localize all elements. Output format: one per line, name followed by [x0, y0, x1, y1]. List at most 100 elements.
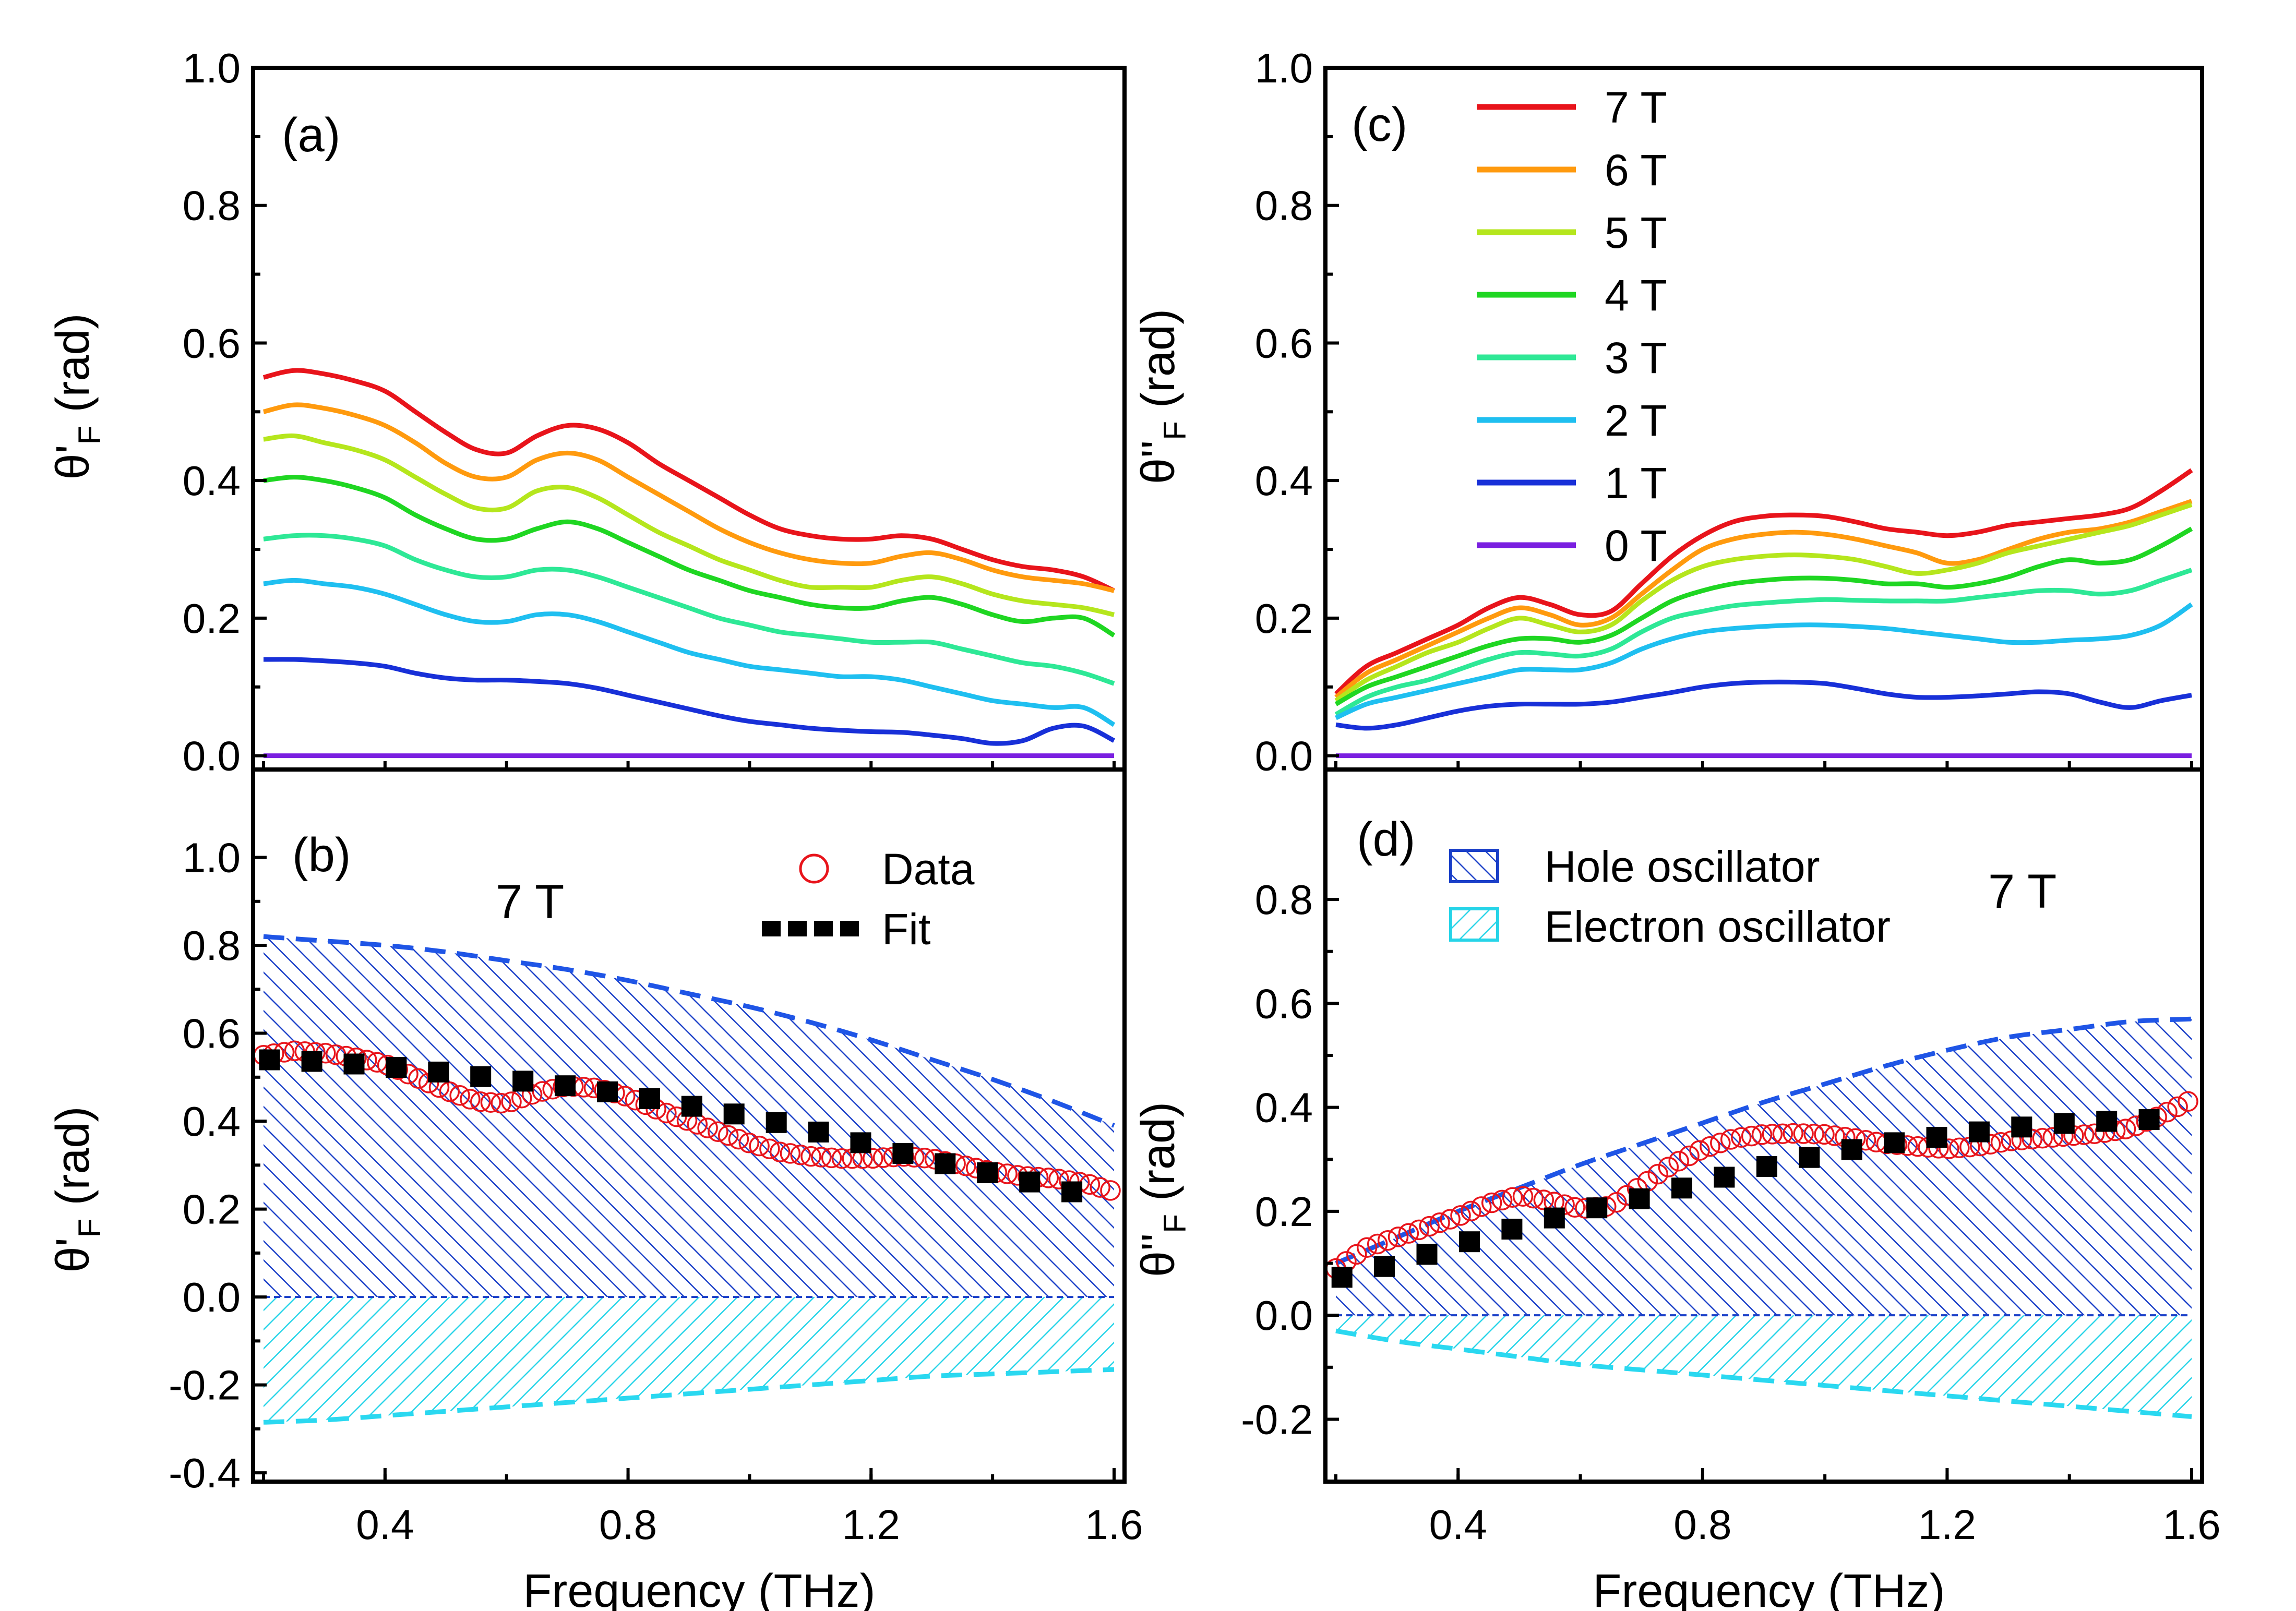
data-point [1523, 1187, 1544, 1209]
data-point [1720, 1129, 1741, 1150]
ytick-label: 0.2 [1255, 595, 1313, 642]
data-point [769, 1141, 791, 1162]
data-point [1346, 1244, 1367, 1265]
fit-point [301, 1051, 322, 1072]
data-point [738, 1133, 760, 1153]
fit-point [1799, 1147, 1820, 1168]
fit-point [512, 1071, 534, 1092]
fit-point [1544, 1207, 1565, 1229]
fit-point [639, 1088, 660, 1109]
data-point [470, 1091, 491, 1112]
data-point [1440, 1209, 1461, 1230]
legend-hole-swatch [1449, 849, 1499, 883]
data-point [2178, 1091, 2198, 1112]
legend-label: 0 T [1605, 521, 1667, 570]
legend-label: 6 T [1605, 146, 1667, 195]
series-line-4t [1334, 526, 2193, 706]
xtick-label: 1.6 [2162, 1501, 2220, 1548]
fit-point [597, 1081, 618, 1102]
ytick-label: 0.6 [183, 320, 241, 366]
fit-point [470, 1066, 492, 1087]
fit-point [1629, 1188, 1650, 1209]
panel-d-yticks: -0.2 0.0 0.2 0.4 0.6 0.8 [1241, 876, 1339, 1442]
data-point [1398, 1223, 1419, 1244]
legend-electron-label: Electron oscillator [1545, 902, 1891, 951]
series-line-3t [263, 533, 1115, 686]
panel-c-frame [1323, 66, 2204, 772]
ytick-label: 0.6 [183, 1011, 241, 1057]
panel-b-plot [251, 767, 1127, 1484]
fit-point [935, 1153, 956, 1174]
ytick-label: 1.0 [183, 835, 241, 881]
data-point [439, 1081, 460, 1102]
data-point [1751, 1124, 1773, 1145]
data-point [697, 1117, 718, 1138]
data-point [1100, 1180, 1121, 1201]
ytick-label: 0.0 [1255, 1292, 1313, 1339]
hole-oscillator-edge [263, 934, 1115, 1128]
data-point [1730, 1127, 1752, 1148]
data-point [1824, 1125, 1845, 1146]
ytick-label: 0.4 [183, 1098, 241, 1145]
panel-c-ylabel: θ''F (rad) [1132, 309, 1192, 484]
data-point [449, 1085, 470, 1106]
panel-b-yticks: -0.4 -0.2 0.0 0.2 0.4 0.6 0.8 1.0 [169, 835, 267, 1496]
xtick-label: 0.4 [1429, 1501, 1487, 1548]
panel-b: (b) 7 T Data Fit -0.4 -0.2 0.0 0.2 0.4 0.6 0.8… [47, 767, 1143, 1611]
data-point [914, 1147, 935, 1169]
panel-d: (d) 7 T Hole oscillator Electron oscilla… [1132, 767, 2221, 1611]
data-point [1647, 1163, 1669, 1185]
ytick-label: 0.6 [1255, 980, 1313, 1027]
panel-b-annotation: 7 T [496, 875, 564, 929]
data-point [728, 1128, 749, 1150]
panel-a-plot [251, 66, 1127, 772]
panel-a-ylabel: θ'F (rad) [47, 314, 107, 480]
panel-d-xticks: 0.4 0.8 1.2 1.6 [1334, 1468, 2221, 1548]
data-point [1377, 1230, 1398, 1251]
fit-point [766, 1112, 787, 1133]
legend-data-marker [799, 853, 829, 884]
electron-oscillator-area [264, 1297, 1114, 1423]
data-point [1429, 1212, 1450, 1233]
ytick-label: 0.4 [1255, 1085, 1313, 1131]
electron-oscillator-edge [1335, 1328, 2192, 1419]
data-point [1679, 1145, 1700, 1167]
data-point [1658, 1157, 1679, 1177]
data-point [759, 1138, 780, 1160]
panel-d-annotation: 7 T [1988, 865, 2056, 918]
series-line-4t [263, 475, 1116, 638]
data-point [1803, 1123, 1824, 1145]
panel-c-legend: 7 T 6 T 5 T 4 T 3 T 2 T 1 T 0 T [1477, 83, 1667, 570]
fit-point [1968, 1121, 1990, 1143]
data-point [1741, 1125, 1762, 1147]
data-point [1793, 1123, 1814, 1144]
ytick-label: 0.0 [183, 733, 241, 779]
data-point [1814, 1124, 1835, 1145]
ytick-label: 0.8 [183, 183, 241, 229]
xtick-label: 1.2 [842, 1501, 900, 1548]
fit-point [892, 1143, 914, 1164]
fit-point [723, 1103, 745, 1125]
ytick-label: 0.8 [1255, 183, 1313, 229]
data-point [1668, 1150, 1689, 1172]
series-line-6t [262, 402, 1115, 593]
fit-point [1671, 1177, 1692, 1199]
series-line-1t [263, 657, 1116, 746]
legend-hole-label: Hole oscillator [1545, 842, 1820, 891]
data-point [2032, 1128, 2053, 1149]
data-point [1783, 1123, 1803, 1144]
data-point [460, 1089, 481, 1110]
xtick-label: 1.2 [1918, 1501, 1976, 1548]
data-point [831, 1148, 853, 1169]
electron-oscillator-edge [263, 1367, 1115, 1425]
data-point [1533, 1189, 1554, 1210]
panel-c: (c) 7 T6 T5 T4 T3 T2 T1 T0 T 0.00.20.40.… [1132, 45, 2204, 779]
data-point [1450, 1205, 1471, 1226]
series-line-1t [1335, 679, 2192, 731]
data-point [1700, 1136, 1720, 1157]
ytick-label: 0.2 [1255, 1188, 1313, 1235]
data-point [780, 1143, 801, 1164]
xtick-label: 0.8 [1673, 1501, 1731, 1548]
data-point [1367, 1233, 1388, 1255]
data-point [1491, 1189, 1513, 1211]
